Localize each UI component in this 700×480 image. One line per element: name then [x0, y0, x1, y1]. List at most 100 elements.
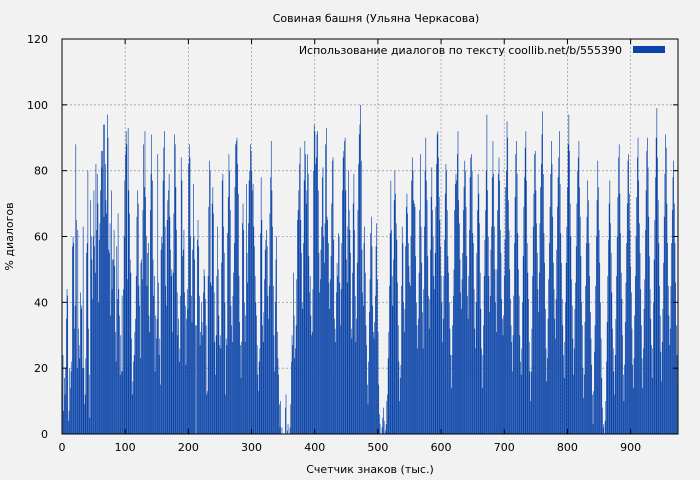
bar — [143, 187, 145, 434]
bar — [264, 249, 266, 434]
bar — [326, 127, 327, 434]
bar — [502, 318, 503, 434]
bar — [591, 364, 593, 434]
bar — [202, 335, 204, 434]
bar — [383, 420, 385, 434]
bar — [98, 302, 99, 434]
bar — [471, 170, 473, 434]
bar — [553, 262, 554, 434]
bar — [643, 308, 645, 434]
bar — [569, 150, 570, 434]
bar — [129, 259, 131, 434]
bar — [565, 262, 567, 434]
bar — [488, 276, 490, 434]
bar — [213, 292, 215, 434]
bar — [414, 203, 415, 434]
bar — [221, 262, 222, 434]
bar — [656, 108, 658, 434]
bar — [663, 216, 665, 434]
bar — [86, 252, 87, 434]
bar — [334, 318, 335, 434]
x-tick-label: 600 — [431, 441, 452, 454]
bar — [209, 170, 211, 434]
bar — [98, 239, 100, 434]
bar — [447, 256, 449, 434]
chart-title: Совиная башня (Ульяна Черкасова) — [273, 12, 480, 25]
bar — [450, 387, 452, 434]
bar — [321, 226, 322, 434]
bar — [373, 338, 375, 434]
bar — [213, 213, 214, 434]
bar — [544, 262, 545, 434]
bar — [293, 315, 295, 434]
bar — [116, 246, 118, 434]
bar — [674, 243, 676, 434]
bar — [272, 226, 273, 434]
bar — [89, 417, 91, 434]
bar — [385, 424, 387, 434]
bar — [471, 154, 472, 435]
bar — [101, 167, 103, 434]
bar — [93, 190, 95, 434]
bar — [644, 279, 646, 434]
bar — [342, 157, 344, 434]
bar — [156, 338, 157, 434]
bar — [367, 404, 369, 434]
bar — [90, 236, 92, 434]
bar — [256, 345, 258, 434]
bar — [587, 200, 589, 434]
bar — [508, 200, 509, 434]
bar — [452, 325, 453, 434]
bar — [237, 164, 238, 435]
y-tick-label: 80 — [34, 165, 48, 178]
bar — [490, 249, 492, 434]
bar — [181, 180, 183, 434]
bar — [465, 206, 467, 434]
bar — [641, 358, 643, 434]
bar — [259, 348, 261, 434]
bar — [369, 279, 371, 434]
bar — [347, 226, 349, 434]
bar — [145, 236, 147, 434]
bar — [530, 401, 531, 434]
bar — [88, 374, 90, 434]
bar — [618, 144, 620, 435]
bar — [240, 345, 241, 434]
bar — [386, 401, 388, 434]
bar — [77, 229, 79, 434]
bar — [422, 348, 424, 434]
bar — [334, 328, 336, 434]
bar — [405, 246, 406, 434]
bar — [266, 229, 267, 434]
bar — [571, 305, 573, 434]
bar — [569, 203, 571, 434]
bar — [210, 282, 212, 434]
bar — [187, 308, 189, 434]
bar — [172, 272, 174, 434]
bar — [217, 226, 218, 434]
bar — [643, 348, 644, 434]
bar — [197, 239, 198, 434]
bar — [356, 262, 358, 434]
bar — [169, 216, 171, 434]
bar — [560, 233, 562, 434]
bar — [287, 424, 289, 434]
bar — [636, 197, 638, 434]
bar — [272, 285, 274, 434]
bar — [491, 226, 492, 434]
bar — [117, 299, 118, 434]
bar — [72, 246, 73, 434]
bar — [396, 239, 398, 434]
bar — [66, 289, 68, 434]
bar — [371, 216, 372, 434]
bar — [610, 252, 612, 434]
bar — [253, 226, 255, 434]
bar — [260, 177, 262, 434]
bar — [300, 220, 302, 434]
bar — [461, 308, 462, 434]
bar — [551, 141, 552, 434]
bar — [351, 338, 353, 434]
bar — [344, 137, 346, 434]
bar — [307, 154, 308, 435]
bar — [555, 338, 556, 434]
